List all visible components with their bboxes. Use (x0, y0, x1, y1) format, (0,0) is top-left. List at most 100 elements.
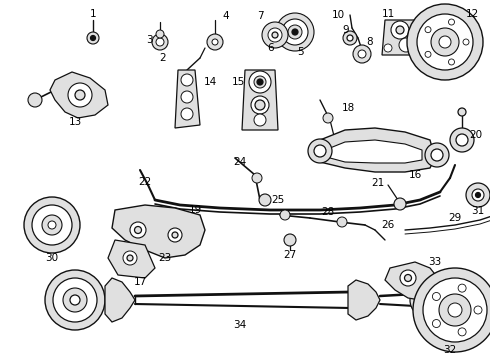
Circle shape (466, 183, 490, 207)
Text: 31: 31 (471, 206, 485, 216)
Text: 15: 15 (231, 77, 245, 87)
Text: 17: 17 (133, 277, 147, 287)
Circle shape (272, 32, 278, 38)
Polygon shape (105, 278, 135, 322)
Text: 13: 13 (69, 117, 82, 127)
Circle shape (181, 108, 193, 120)
Circle shape (405, 275, 412, 282)
Circle shape (425, 143, 449, 167)
Circle shape (181, 91, 193, 103)
Circle shape (425, 51, 431, 57)
Text: 3: 3 (146, 35, 152, 45)
Circle shape (24, 197, 80, 253)
Text: 28: 28 (321, 207, 335, 217)
Polygon shape (382, 20, 425, 55)
Circle shape (391, 21, 409, 39)
Circle shape (394, 198, 406, 210)
Text: 16: 16 (408, 170, 421, 180)
Circle shape (423, 278, 487, 342)
Polygon shape (385, 262, 438, 300)
Text: 23: 23 (158, 253, 172, 263)
Circle shape (259, 194, 271, 206)
Circle shape (32, 205, 72, 245)
Text: 6: 6 (268, 43, 274, 53)
Text: 12: 12 (466, 9, 479, 19)
Text: 14: 14 (203, 77, 217, 87)
Text: 10: 10 (331, 10, 344, 20)
Circle shape (343, 31, 357, 45)
Circle shape (448, 19, 455, 25)
Circle shape (431, 149, 443, 161)
Circle shape (255, 100, 265, 110)
Circle shape (448, 59, 455, 65)
Circle shape (432, 292, 441, 301)
Text: 18: 18 (342, 103, 355, 113)
Polygon shape (108, 240, 155, 278)
Circle shape (130, 222, 146, 238)
Circle shape (410, 282, 446, 318)
Circle shape (458, 328, 466, 336)
Circle shape (134, 226, 142, 234)
Text: 27: 27 (283, 250, 296, 260)
Circle shape (252, 173, 262, 183)
Text: 8: 8 (367, 37, 373, 47)
Text: 4: 4 (222, 11, 229, 21)
Text: 5: 5 (296, 47, 303, 57)
Circle shape (399, 38, 413, 52)
Circle shape (458, 108, 466, 116)
Text: 2: 2 (160, 53, 166, 63)
Circle shape (463, 39, 469, 45)
Circle shape (257, 79, 263, 85)
Circle shape (431, 28, 459, 56)
Circle shape (292, 29, 298, 35)
Text: 7: 7 (257, 11, 263, 21)
Circle shape (323, 113, 333, 123)
Circle shape (400, 270, 416, 286)
Circle shape (70, 295, 80, 305)
Circle shape (45, 270, 105, 330)
Polygon shape (112, 205, 205, 258)
Circle shape (254, 114, 266, 126)
Circle shape (332, 144, 340, 152)
Circle shape (152, 34, 168, 50)
Polygon shape (330, 140, 422, 163)
Circle shape (268, 28, 282, 42)
Circle shape (353, 45, 371, 63)
Circle shape (347, 35, 353, 41)
Circle shape (276, 13, 314, 51)
Circle shape (425, 27, 431, 33)
Circle shape (68, 83, 92, 107)
Circle shape (87, 32, 99, 44)
Circle shape (439, 36, 451, 48)
Circle shape (48, 221, 56, 229)
Text: 11: 11 (381, 9, 394, 19)
Circle shape (417, 14, 473, 70)
Circle shape (123, 251, 137, 265)
Circle shape (42, 215, 62, 235)
Circle shape (337, 217, 347, 227)
Circle shape (432, 320, 441, 328)
Circle shape (384, 44, 392, 52)
Circle shape (407, 4, 483, 80)
Circle shape (156, 38, 164, 46)
Text: 21: 21 (371, 178, 385, 188)
Circle shape (475, 193, 481, 198)
Circle shape (472, 189, 484, 201)
Circle shape (168, 228, 182, 242)
Circle shape (172, 232, 178, 238)
Circle shape (212, 39, 218, 45)
Circle shape (439, 294, 471, 326)
Polygon shape (320, 128, 435, 172)
Circle shape (280, 210, 290, 220)
Circle shape (358, 50, 366, 58)
Circle shape (308, 139, 332, 163)
Text: 9: 9 (343, 25, 349, 35)
Circle shape (181, 74, 193, 86)
Circle shape (75, 90, 85, 100)
Text: 25: 25 (271, 195, 285, 205)
Text: 20: 20 (469, 130, 483, 140)
Circle shape (418, 290, 438, 310)
Circle shape (448, 303, 462, 317)
Text: 1: 1 (90, 9, 97, 19)
Circle shape (156, 30, 164, 38)
